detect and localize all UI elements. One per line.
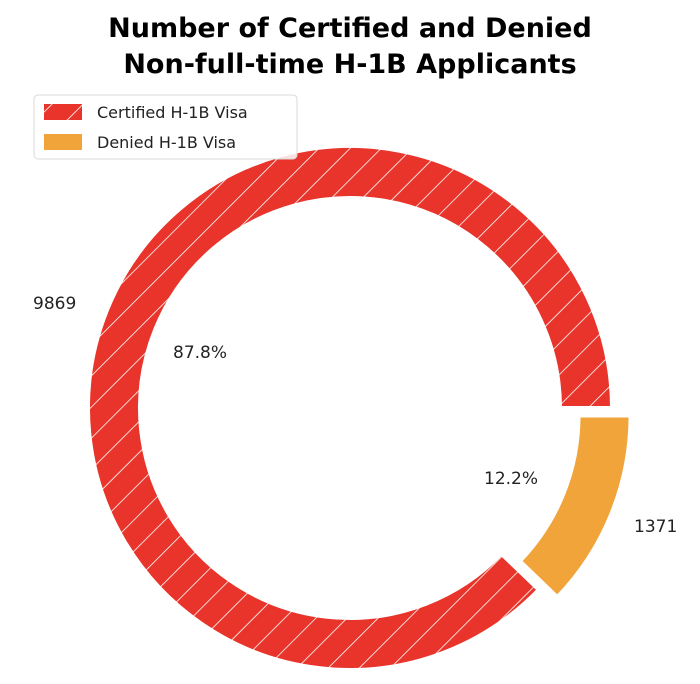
legend-frame bbox=[33, 94, 298, 160]
chart-title-line-2: Non-full-time H-1B Applicants bbox=[123, 49, 576, 80]
percent-label-denied: 12.2% bbox=[484, 469, 538, 489]
legend-label-denied: Denied H-1B Visa bbox=[97, 133, 236, 152]
slice-certified bbox=[86, 144, 615, 672]
donut-slices bbox=[86, 144, 633, 672]
legend: Certified H-1B Visa Denied H-1B Visa bbox=[33, 94, 298, 160]
value-label-denied: 1371 bbox=[634, 517, 677, 537]
legend-swatch-denied bbox=[44, 134, 82, 150]
legend-swatch-certified bbox=[44, 104, 82, 120]
legend-label-certified: Certified H-1B Visa bbox=[97, 103, 248, 122]
slice-denied bbox=[517, 413, 633, 601]
value-label-certified: 9869 bbox=[33, 294, 76, 314]
percent-label-certified: 87.8% bbox=[173, 343, 227, 363]
chart-title-line-1: Number of Certified and Denied bbox=[108, 13, 592, 44]
